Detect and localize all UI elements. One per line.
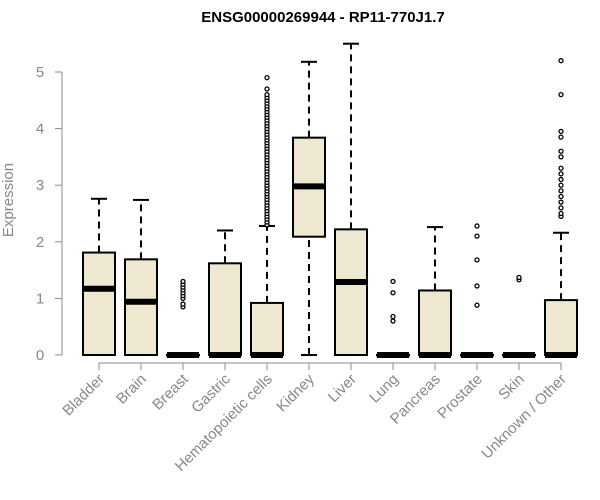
x-category-label: Breast xyxy=(149,370,192,413)
y-axis-label: Expression xyxy=(0,163,17,237)
box-group xyxy=(82,197,116,356)
outlier-point xyxy=(558,165,564,171)
outlier-point xyxy=(180,278,186,285)
y-axis: 0 1 2 3 4 5 xyxy=(36,64,63,364)
box-rect xyxy=(124,258,158,357)
outlier-point xyxy=(558,182,564,188)
outlier-point xyxy=(264,75,270,81)
outlier-point xyxy=(558,148,564,154)
outlier-point xyxy=(558,210,564,217)
y-tick-label: 3 xyxy=(36,177,44,194)
box-group xyxy=(166,278,200,358)
box-group xyxy=(208,229,242,358)
x-category-label: Bladder xyxy=(59,371,108,420)
outlier-point xyxy=(390,313,396,320)
outlier-point xyxy=(390,278,396,285)
box-rect xyxy=(208,262,242,357)
x-category-label: Brain xyxy=(113,371,150,408)
outlier-point xyxy=(474,257,480,263)
box-rect xyxy=(544,299,578,356)
box-rect xyxy=(82,251,116,356)
outlier-point xyxy=(390,290,396,296)
outlier-point xyxy=(474,302,480,308)
outlier-point xyxy=(390,318,396,324)
box-group xyxy=(376,278,410,358)
x-category-label: Lung xyxy=(366,371,402,407)
outlier-point xyxy=(558,176,564,183)
box-group xyxy=(418,226,452,358)
outlier-point xyxy=(558,171,564,177)
outlier-point xyxy=(516,274,522,281)
outlier-point xyxy=(558,193,564,200)
x-category-label: Kidney xyxy=(273,370,318,415)
outlier-point xyxy=(558,199,564,205)
outlier-point xyxy=(558,205,564,211)
box-group xyxy=(292,60,326,356)
outlier-point xyxy=(180,301,186,307)
box-group xyxy=(502,274,536,358)
outlier-point xyxy=(558,58,564,64)
box-group xyxy=(124,198,158,357)
box-rect xyxy=(334,228,368,357)
outlier-point xyxy=(474,223,480,229)
box-group xyxy=(544,58,578,358)
outlier-point xyxy=(558,134,564,140)
outlier-point xyxy=(558,154,564,160)
outlier-point xyxy=(264,86,270,92)
outlier-point xyxy=(474,283,480,289)
box-rect xyxy=(418,289,452,357)
box-group xyxy=(250,75,284,358)
boxes-layer xyxy=(82,42,578,358)
box-group xyxy=(460,223,494,358)
outlier-point xyxy=(558,188,564,194)
x-category-label: Skin xyxy=(495,371,528,404)
outlier-point xyxy=(474,233,480,239)
y-tick-label: 5 xyxy=(36,64,44,81)
outlier-point xyxy=(558,91,564,98)
y-tick-label: 4 xyxy=(36,121,44,138)
y-tick-label: 0 xyxy=(36,347,44,364)
box-rect xyxy=(250,301,284,357)
outlier-point xyxy=(264,91,270,98)
chart-title: ENSG00000269944 - RP11-770J1.7 xyxy=(201,9,445,26)
x-category-label: Prostate xyxy=(434,371,486,423)
box-group xyxy=(334,42,368,357)
outlier-point xyxy=(558,128,564,135)
y-tick-label: 2 xyxy=(36,234,44,251)
x-category-label: Liver xyxy=(325,371,360,406)
y-tick-label: 1 xyxy=(36,290,44,307)
